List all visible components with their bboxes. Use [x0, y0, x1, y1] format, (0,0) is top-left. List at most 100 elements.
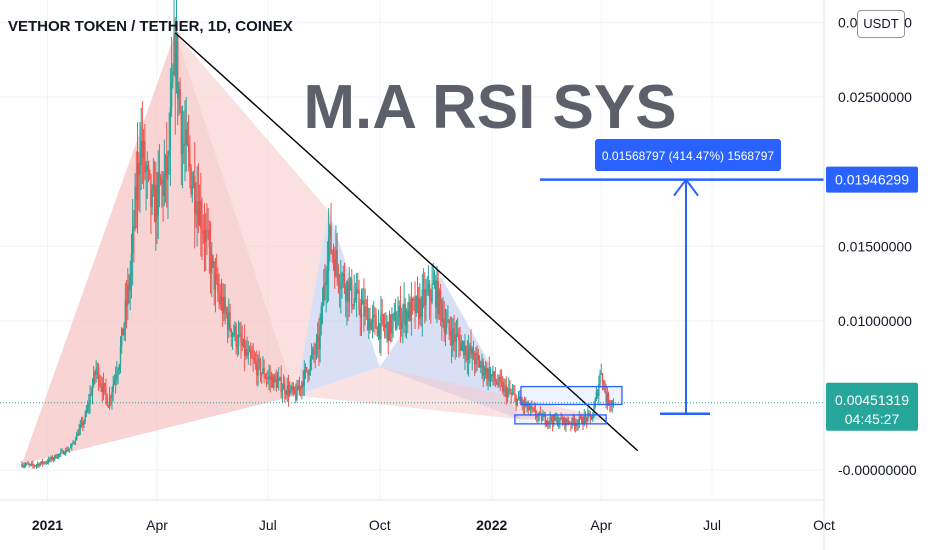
candle-body — [396, 325, 398, 329]
candle-body — [416, 296, 419, 299]
candle-body — [58, 453, 61, 455]
candle-body — [302, 382, 304, 387]
candle-body — [230, 329, 232, 338]
candle-body — [397, 316, 399, 326]
candle-body — [374, 314, 376, 316]
candle-body — [443, 318, 445, 333]
candle-body — [190, 166, 192, 195]
candle-body — [351, 278, 353, 306]
candle-body — [332, 253, 335, 259]
candle-body — [226, 313, 229, 330]
target-price-tag — [826, 166, 918, 193]
candle-body — [252, 358, 254, 360]
candle-body — [463, 341, 465, 356]
candle-body — [170, 81, 173, 107]
candle-body — [442, 318, 444, 322]
harmonic-triangle — [379, 276, 521, 420]
candle-body — [239, 334, 241, 336]
candle-body — [330, 225, 332, 252]
candle-body — [284, 383, 286, 394]
candle-body — [408, 301, 410, 320]
candle-body — [111, 391, 113, 399]
candle-body — [220, 297, 223, 304]
candle-body — [222, 297, 224, 314]
current-price-label: 0.00451319 — [835, 392, 909, 408]
candle-body — [38, 463, 40, 466]
candle-body — [248, 350, 251, 352]
candle-body — [596, 391, 599, 397]
candle-body — [508, 388, 510, 391]
candle-body — [409, 301, 411, 321]
candle-body — [254, 360, 257, 364]
candle-body — [60, 451, 62, 454]
candle-body — [24, 464, 27, 466]
candle-body — [130, 253, 133, 277]
candle-body — [538, 412, 540, 416]
candle-body — [147, 165, 150, 170]
candle-body — [162, 180, 164, 196]
candle-body — [50, 457, 52, 460]
candle-body — [177, 33, 179, 99]
candle-body — [460, 343, 462, 351]
candle-body — [77, 433, 79, 436]
candle-body — [90, 394, 92, 396]
candle-body — [163, 173, 166, 196]
candle-body — [114, 377, 117, 380]
candle-body — [133, 226, 135, 229]
candle-body — [553, 415, 555, 424]
candle-body — [316, 335, 319, 341]
candle-body — [278, 378, 280, 381]
currency-button[interactable]: USDT — [857, 10, 905, 38]
candle-body — [39, 463, 41, 466]
candle-body — [481, 361, 483, 366]
candle-body — [504, 385, 506, 387]
candle-body — [178, 89, 180, 99]
candle-body — [223, 297, 225, 314]
candle-body — [51, 457, 54, 460]
candle-body — [307, 371, 309, 376]
candle-body — [578, 416, 581, 422]
candle-body — [549, 416, 551, 422]
watermark-text: M.A RSI SYS — [303, 73, 676, 142]
candle-body — [263, 367, 265, 378]
candle-body — [449, 330, 452, 336]
candle-body — [232, 333, 235, 336]
candle-body — [482, 361, 484, 376]
candle-body — [47, 458, 50, 463]
candle-body — [169, 106, 172, 151]
candle-body — [398, 305, 400, 317]
candle-body — [370, 321, 372, 330]
candle-body — [445, 322, 448, 328]
candle-body — [506, 390, 509, 398]
candle-body — [282, 383, 285, 390]
candle-body — [89, 394, 91, 404]
candle-body — [315, 340, 318, 354]
candle-body — [198, 200, 201, 226]
candle-body — [492, 371, 494, 377]
candle-body — [286, 385, 288, 395]
candle-body — [523, 401, 526, 407]
candle-body — [56, 457, 58, 459]
candle-body — [29, 463, 32, 465]
candle-body — [343, 273, 346, 289]
candle-body — [265, 378, 268, 380]
candle-body — [565, 418, 567, 426]
candle-body — [234, 326, 236, 336]
candle-body — [246, 349, 248, 356]
time-tick-label: 2022 — [476, 517, 507, 533]
candle-body — [108, 396, 111, 408]
candle-body — [33, 465, 35, 467]
candle-body — [161, 180, 163, 184]
candle-body — [113, 379, 116, 385]
candle-body — [594, 399, 596, 408]
candle-body — [118, 364, 120, 371]
candle-body — [355, 289, 358, 300]
candle-body — [352, 305, 354, 307]
candle-body — [379, 323, 381, 339]
candle-body — [52, 458, 55, 460]
candle-body — [593, 407, 595, 418]
candle-body — [228, 312, 230, 330]
candle-body — [511, 393, 514, 395]
candle-body — [219, 296, 222, 304]
